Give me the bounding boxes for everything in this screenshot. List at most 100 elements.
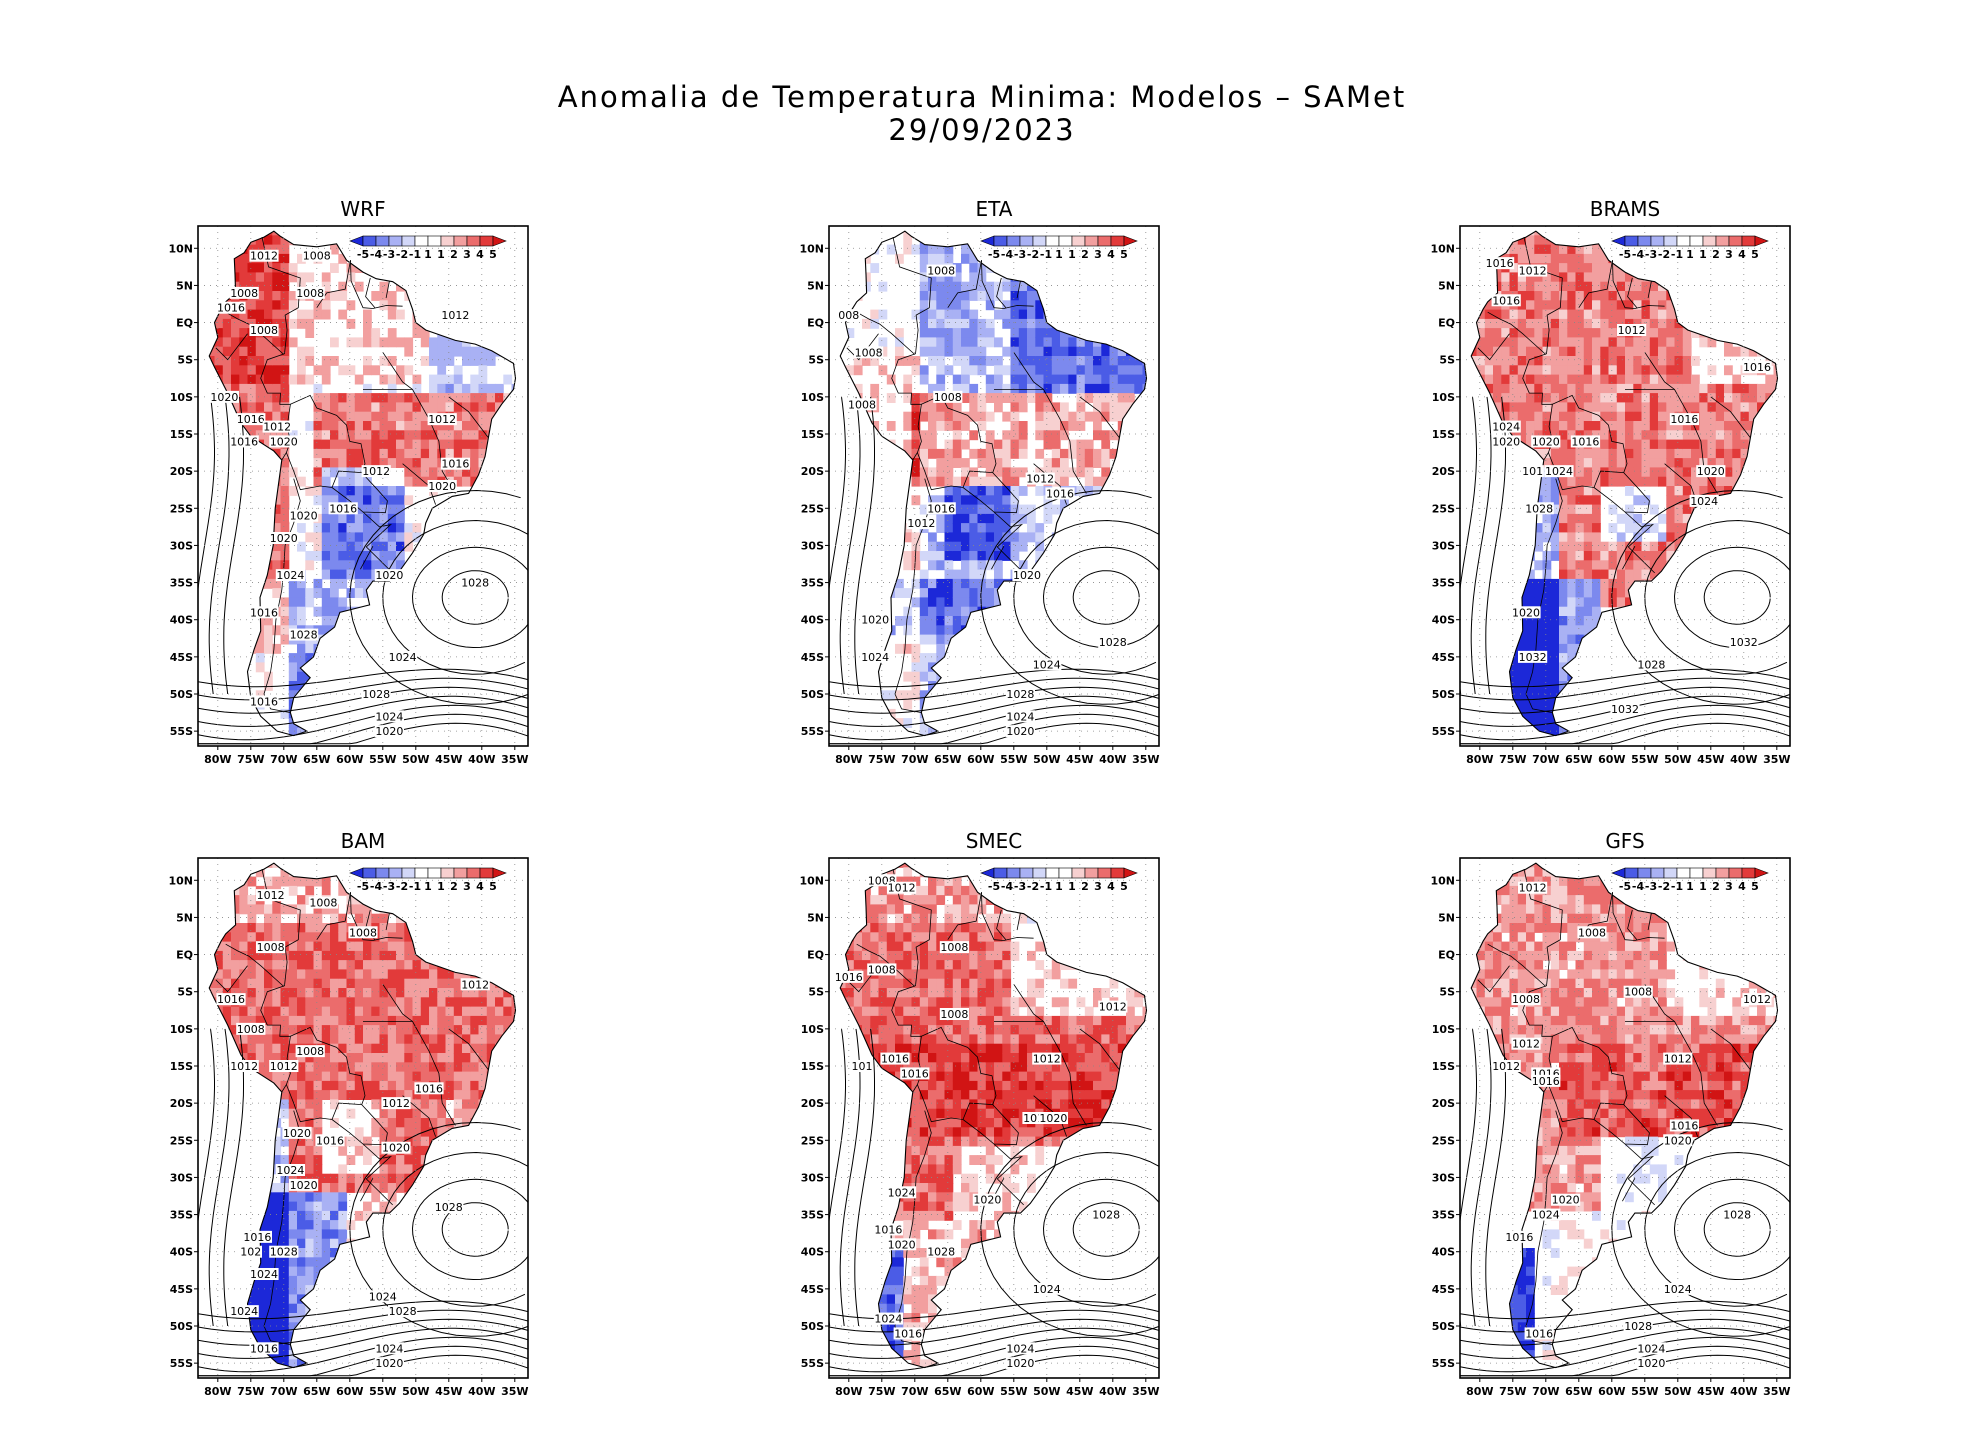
isobar [208, 1028, 230, 1327]
lon-label: 55W [1000, 1385, 1027, 1398]
isobar [1460, 1327, 1790, 1359]
lon-label: 50W [402, 753, 429, 766]
colorbar-swatch [466, 235, 481, 247]
isobar [829, 668, 1159, 688]
lon-label: 40W [1730, 1385, 1757, 1398]
coastline [1470, 230, 1779, 737]
colorbar-label: -5 [357, 248, 369, 261]
contour-label: 1008 [250, 324, 278, 337]
colorbar-label: -2 [1658, 880, 1670, 893]
contour-label: 1020 [1697, 465, 1725, 478]
lat-label: 50S [1432, 1320, 1455, 1333]
lon-label: 50W [1664, 1385, 1691, 1398]
colorbar-label: 2 [450, 880, 458, 893]
colorbar-swatch [1110, 867, 1125, 879]
colorbar-swatch [414, 867, 429, 879]
contour-label: 1012 [907, 517, 935, 530]
country-border [1624, 1143, 1655, 1206]
isobar [854, 396, 875, 695]
colorbar-label: -2 [1027, 880, 1039, 893]
colorbar-label: 1 [1699, 248, 1707, 261]
lat-label: 10S [1432, 391, 1455, 404]
panel-title-eta: ETA [976, 197, 1013, 221]
lon-label: 50W [1033, 753, 1060, 766]
isobar [1703, 1202, 1771, 1257]
lat-label: 55S [170, 725, 193, 738]
isobar [1460, 677, 1790, 701]
colorbar-swatch [1624, 867, 1639, 879]
contour-label: 1016 [217, 302, 245, 315]
lon-label: 55W [1000, 753, 1027, 766]
contour-label: 1008 [237, 1023, 265, 1036]
colorbar-swatch [1045, 867, 1060, 879]
contour-label: 1016 [1670, 1119, 1698, 1132]
contour-label: 102 [240, 1246, 261, 1259]
contour-label: 1028 [927, 1246, 955, 1259]
country-border [215, 333, 248, 361]
coastline [208, 230, 517, 737]
country-border [260, 985, 291, 1093]
contour-label: 1008 [230, 287, 258, 300]
lat-label: 45S [1432, 1283, 1455, 1296]
contour-label: 1032 [1611, 703, 1639, 716]
colorbar-arrow-low [349, 867, 364, 879]
colorbar-label: 1 [1068, 880, 1076, 893]
country-border [1016, 912, 1021, 931]
coastline [839, 230, 1148, 737]
contour-label: 1028 [290, 629, 318, 642]
lat-label: 45S [170, 651, 193, 664]
lat-label: 10S [170, 1023, 193, 1036]
isobar [1470, 1028, 1492, 1327]
contour-label: 1012 [1519, 882, 1547, 895]
isobar [198, 1336, 528, 1373]
country-border [981, 260, 1034, 309]
country-border [385, 912, 390, 931]
colorbar-label: -2 [1027, 248, 1039, 261]
colorbar-label: -3 [383, 248, 395, 261]
contour-label: 1024 [1006, 710, 1034, 723]
contour-label: 1024 [1033, 658, 1061, 671]
colorbar-arrow-high [1123, 235, 1138, 247]
country-border [846, 333, 879, 361]
colorbar-swatch [1624, 235, 1639, 247]
contour-label: 1028 [1525, 502, 1553, 515]
colorbar-label: -3 [1014, 880, 1026, 893]
contour-label: 1024 [1033, 1283, 1061, 1296]
lon-label: 40W [1730, 753, 1757, 766]
anomaly-field [840, 231, 1147, 736]
lat-label: 30S [1432, 539, 1455, 552]
country-border [1523, 869, 1563, 986]
colorbar-label: -2 [396, 248, 408, 261]
lon-label: 45W [1066, 753, 1093, 766]
colorbar-arrow-high [492, 235, 507, 247]
contour-label: 1016 [415, 1082, 443, 1095]
colorbar-label: 2 [450, 248, 458, 261]
lat-label: 25S [1432, 1134, 1455, 1147]
isobar [829, 1354, 1159, 1377]
lon-label: 75W [1499, 753, 1526, 766]
isobar [854, 1028, 875, 1327]
contour-label: 1008 [349, 926, 377, 939]
isobar [441, 570, 509, 625]
colorbar-label: -3 [383, 880, 395, 893]
contour-label: 1028 [435, 1201, 463, 1214]
country-border [382, 352, 413, 390]
colorbar: -5 -4 -3 -2 -1 1 1 2 3 4 5 [980, 867, 1138, 893]
country-border [1647, 912, 1652, 931]
lat-label: 10S [801, 391, 824, 404]
colorbar-label: -4 [370, 880, 383, 893]
lon-label: 65W [934, 753, 961, 766]
lat-label: 45S [170, 1283, 193, 1296]
colorbar-label: 4 [1107, 880, 1115, 893]
isobars [829, 396, 1159, 745]
isobar [198, 1327, 528, 1359]
lat-label: 10S [1432, 1023, 1455, 1036]
contour-label: 1028 [461, 577, 489, 590]
isobar [1485, 1028, 1506, 1327]
colorbar-label: -2 [396, 880, 408, 893]
contour-label: 1012 [461, 978, 489, 991]
country-border [365, 277, 376, 308]
colorbar-swatch [1097, 867, 1112, 879]
colorbar-arrow-low [980, 235, 995, 247]
